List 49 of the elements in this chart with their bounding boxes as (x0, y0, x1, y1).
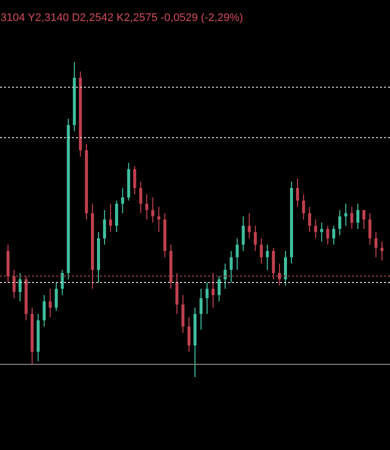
candlestick (133, 165, 136, 195)
candlestick (236, 238, 239, 270)
candlestick (362, 210, 366, 230)
candlestick (278, 263, 281, 286)
candlestick (187, 316, 190, 352)
candlestick (48, 288, 52, 318)
candlestick (374, 232, 378, 258)
candlestick (151, 196, 154, 224)
candlestick (332, 225, 336, 246)
candlestick (115, 200, 118, 233)
candlestick (266, 244, 269, 270)
candlestick (200, 288, 203, 330)
candlestick (224, 263, 227, 290)
candlestick (314, 218, 318, 239)
candlestick (181, 294, 184, 334)
candlestick (272, 247, 275, 280)
candlestick (145, 194, 148, 220)
candlestick (284, 250, 287, 286)
candlestick (139, 181, 142, 214)
candlestick (326, 225, 330, 246)
candlestick (18, 272, 22, 302)
candlestick (42, 294, 46, 328)
candlestick (254, 225, 257, 252)
candlestick (218, 276, 221, 302)
candlestick (344, 203, 348, 226)
candlestick (308, 206, 312, 233)
candlestick (121, 188, 124, 214)
candlestick (350, 206, 354, 230)
candlestick (60, 269, 64, 296)
candlestick (320, 222, 324, 242)
candlestick (175, 272, 178, 314)
candlestick (212, 272, 215, 308)
candlestick (206, 282, 209, 314)
candlestick (12, 269, 16, 299)
candlestick (54, 282, 58, 312)
candlestick (242, 216, 245, 252)
candlestick (356, 203, 360, 230)
text: 3104 Y2,3140 D2,2542 K2,2575 -0,0529 (-2,29%) (0, 12, 244, 24)
candlestick (230, 250, 233, 283)
candlestick (368, 212, 372, 246)
candlestick (302, 194, 306, 220)
candlestick (109, 203, 112, 233)
candlestick (103, 210, 106, 246)
candlestick (157, 206, 160, 233)
candlestick (380, 241, 384, 261)
candlestick (338, 210, 342, 236)
candlestick (260, 238, 263, 264)
candlestick (248, 212, 251, 239)
candlestick (296, 178, 300, 208)
